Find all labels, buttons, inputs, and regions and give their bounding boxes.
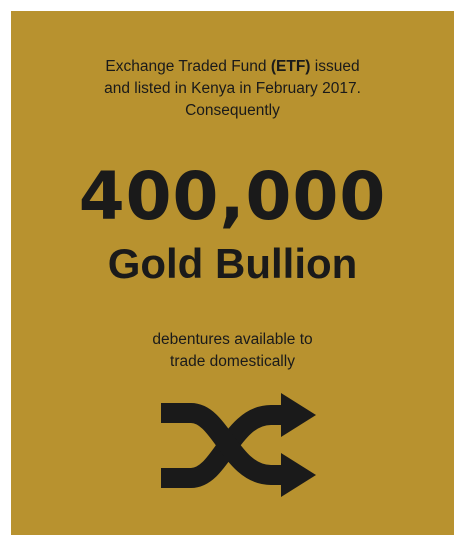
- intro-line-1-post: issued: [310, 58, 360, 75]
- headline-number: 400,000: [78, 158, 387, 235]
- shuffle-icon: [161, 393, 316, 497]
- intro-line-2: and listed in Kenya in February 2017.: [104, 80, 361, 97]
- headline-label: Gold Bullion: [107, 240, 358, 287]
- intro-text: Exchange Traded Fund (ETF) issued and li…: [11, 56, 454, 122]
- intro-line-1: Exchange Traded Fund (ETF) issued: [11, 56, 454, 78]
- infographic-card: Exchange Traded Fund (ETF) issued and li…: [11, 11, 454, 535]
- intro-line-3: Consequently: [185, 102, 280, 119]
- outro-line-1: debentures available to: [152, 331, 313, 348]
- outro-text: debentures available to trade domestical…: [11, 329, 454, 373]
- intro-line-1-pre: Exchange Traded Fund: [105, 58, 271, 75]
- intro-line-1-bold: (ETF): [270, 58, 311, 75]
- outro-line-2: trade domestically: [170, 353, 295, 370]
